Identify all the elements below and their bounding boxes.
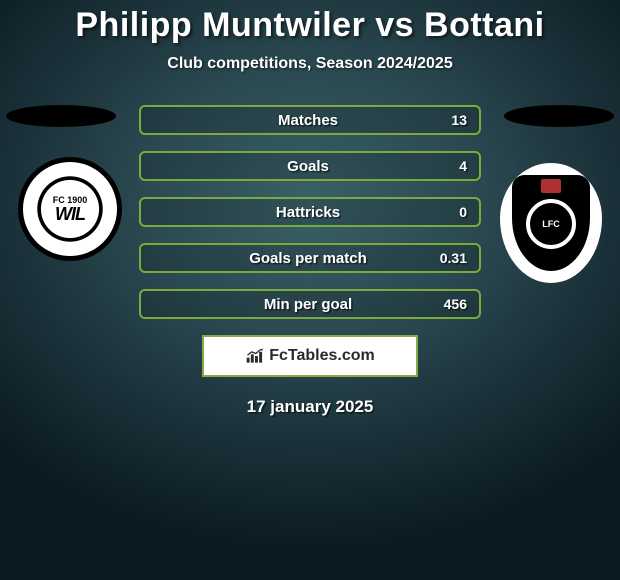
- stat-label: Hattricks: [153, 204, 433, 221]
- stat-value: 13: [433, 112, 467, 128]
- club-right-ring-text: LFC: [542, 219, 560, 229]
- brand-box: FcTables.com: [202, 335, 418, 377]
- club-logo-left: FC 1900 WIL: [18, 157, 122, 261]
- stat-value: 0.31: [433, 250, 467, 266]
- stat-bar: Hattricks 0: [139, 197, 481, 227]
- stat-bar: Min per goal 456: [139, 289, 481, 319]
- stat-label: Goals: [153, 158, 433, 175]
- shadow-oval-left: [6, 105, 116, 127]
- club-logo-right-shield: LFC: [512, 175, 590, 271]
- club-left-main-text: WIL: [53, 205, 88, 223]
- stat-label: Goals per match: [153, 250, 433, 267]
- shadow-oval-right: [504, 105, 614, 127]
- club-logo-left-inner: FC 1900 WIL: [33, 172, 107, 246]
- club-logo-left-text: FC 1900 WIL: [53, 196, 88, 223]
- stats-bars: Matches 13 Goals 4 Hattricks 0 Goals per…: [139, 105, 481, 319]
- brand-text: FcTables.com: [269, 347, 375, 365]
- page-title: Philipp Muntwiler vs Bottani: [0, 6, 620, 45]
- stat-bar: Matches 13: [139, 105, 481, 135]
- stat-value: 4: [433, 158, 467, 174]
- chart-icon: [245, 347, 265, 365]
- club-right-ring: LFC: [526, 199, 576, 249]
- comparison-section: FC 1900 WIL LFC Matches 13 Goals 4: [0, 105, 620, 417]
- castle-icon: [541, 179, 561, 193]
- stat-bar: Goals 4: [139, 151, 481, 181]
- stat-label: Min per goal: [153, 296, 433, 313]
- main-content: Philipp Muntwiler vs Bottani Club compet…: [0, 0, 620, 417]
- footer-date: 17 january 2025: [0, 397, 620, 417]
- stat-label: Matches: [153, 112, 433, 129]
- club-logo-right: LFC: [500, 163, 602, 283]
- page-subtitle: Club competitions, Season 2024/2025: [0, 55, 620, 73]
- stat-bar: Goals per match 0.31: [139, 243, 481, 273]
- stat-value: 456: [433, 296, 467, 312]
- stat-value: 0: [433, 204, 467, 220]
